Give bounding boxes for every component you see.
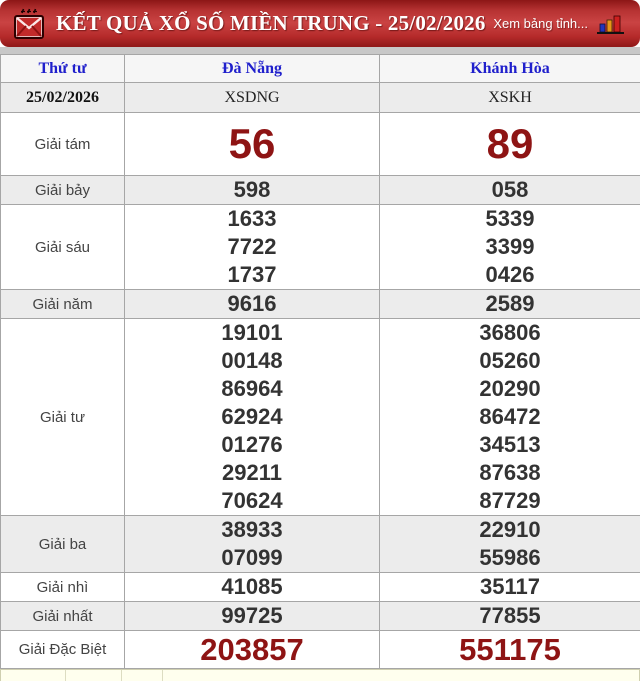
prize-number: 38933 (125, 516, 379, 544)
prize-label: Giải Đặc Biệt (1, 631, 125, 669)
table-header-row: Thứ tư Đà Nẵng Khánh Hòa (1, 55, 640, 83)
prize-label: Giải nhất (1, 602, 125, 631)
prize-label: Giải tám (1, 113, 125, 176)
prize-number: 70624 (125, 487, 379, 515)
prize-label: Giải nhì (1, 573, 125, 602)
prize-number: 01276 (125, 431, 379, 459)
prize-numbers-khanh-hoa: 058 (380, 176, 640, 205)
prize-numbers-khanh-hoa: 77855 (380, 602, 640, 631)
prize-number: 87638 (380, 459, 640, 487)
prize-numbers-da-nang: 598 (125, 176, 380, 205)
prize-number: 89 (380, 113, 640, 175)
prize-number: 203857 (125, 631, 379, 668)
prize-numbers-da-nang: 56 (125, 113, 380, 176)
prize-number: 058 (380, 176, 640, 204)
prize-numbers-khanh-hoa: 551175 (380, 631, 640, 669)
prize-label: Giải ba (1, 516, 125, 573)
prize-number: 551175 (380, 631, 640, 668)
prize-number: 9616 (125, 290, 379, 318)
column-header-weekday: Thứ tư (1, 55, 125, 83)
prize-number: 598 (125, 176, 379, 204)
prize-label: Giải tư (1, 319, 125, 516)
prize-number: 56 (125, 113, 379, 175)
prize-number: 1737 (125, 261, 379, 289)
prize-number: 05260 (380, 347, 640, 375)
prize-number: 1633 (125, 205, 379, 233)
prize-number: 86472 (380, 403, 640, 431)
prize-label: Giải sáu (1, 205, 125, 290)
prize-label: Giải bảy (1, 176, 125, 205)
view-province-table-link[interactable]: Xem bảng tỉnh... (493, 16, 588, 31)
prize-number: 36806 (380, 319, 640, 347)
prize-numbers-da-nang: 203857 (125, 631, 380, 669)
prize-number: 55986 (380, 544, 640, 572)
prize-number: 7722 (125, 233, 379, 261)
date-row: 25/02/2026 XSDNG XSKH (1, 83, 640, 113)
prize-numbers-khanh-hoa: 35117 (380, 573, 640, 602)
page-title: KẾT QUẢ XỔ SỐ MIỀN TRUNG - 25/02/2026 (56, 11, 486, 36)
prize-number: 62924 (125, 403, 379, 431)
column-header-da-nang[interactable]: Đà Nẵng (125, 55, 380, 83)
prize-number: 87729 (380, 487, 640, 515)
prize-number: 77855 (380, 602, 640, 630)
prize-number: 07099 (125, 544, 379, 572)
prize-number: 2589 (380, 290, 640, 318)
prize-number: 41085 (125, 573, 379, 601)
station-code-da-nang: XSDNG (125, 83, 380, 113)
prize-numbers-khanh-hoa: 2589 (380, 290, 640, 319)
mail-icon (12, 5, 46, 43)
prize-label: Giải năm (1, 290, 125, 319)
prize-number: 34513 (380, 431, 640, 459)
header-bar: KẾT QUẢ XỔ SỐ MIỀN TRUNG - 25/02/2026 Xe… (0, 0, 640, 47)
prize-number: 29211 (125, 459, 379, 487)
header-divider-strip (0, 47, 640, 54)
prize-number: 5339 (380, 205, 640, 233)
prize-number: 35117 (380, 573, 640, 601)
bar-chart-icon[interactable] (596, 13, 626, 35)
station-code-khanh-hoa: XSKH (380, 83, 640, 113)
footer-strip (0, 669, 640, 681)
prize-number: 20290 (380, 375, 640, 403)
prize-numbers-da-nang: 99725 (125, 602, 380, 631)
lottery-results-table: Thứ tư Đà Nẵng Khánh Hòa 25/02/2026 XSDN… (0, 54, 640, 669)
prize-number: 00148 (125, 347, 379, 375)
prize-number: 19101 (125, 319, 379, 347)
prize-numbers-da-nang: 41085 (125, 573, 380, 602)
draw-date: 25/02/2026 (1, 83, 125, 113)
prize-numbers-khanh-hoa: 89 (380, 113, 640, 176)
prize-number: 3399 (380, 233, 640, 261)
prize-number: 22910 (380, 516, 640, 544)
column-header-khanh-hoa[interactable]: Khánh Hòa (380, 55, 640, 83)
prize-numbers-da-nang: 9616 (125, 290, 380, 319)
prize-number: 99725 (125, 602, 379, 630)
prize-number: 0426 (380, 261, 640, 289)
prize-number: 86964 (125, 375, 379, 403)
